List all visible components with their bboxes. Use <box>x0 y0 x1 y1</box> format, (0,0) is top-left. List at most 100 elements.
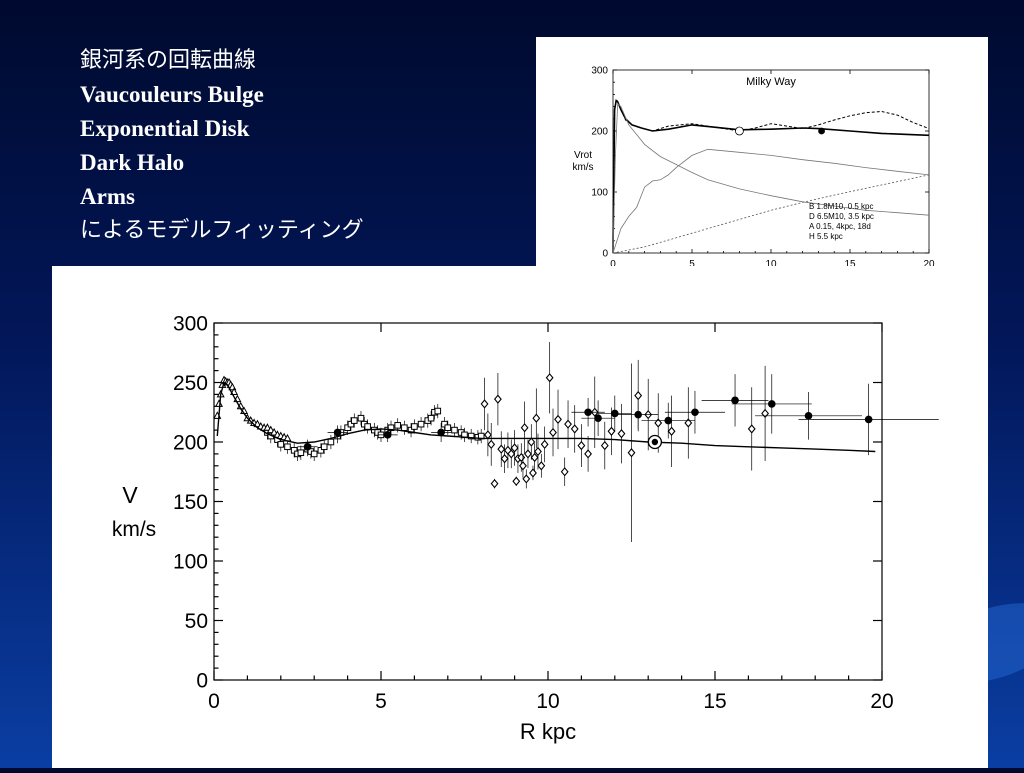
inset-series-line-3 <box>612 102 930 254</box>
main-y-tick-label: 0 <box>196 669 208 692</box>
title-line-halo: Dark Halo <box>80 150 185 175</box>
square-data-point <box>441 420 448 428</box>
square-data-point <box>277 441 285 448</box>
square-data-point <box>327 438 335 446</box>
diamond-data-point <box>493 394 502 404</box>
main-x-tick-label: 5 <box>375 690 387 713</box>
inset-y-tick-label: 300 <box>591 66 608 77</box>
square-data-point <box>394 422 401 429</box>
triangle-data-point <box>214 399 224 407</box>
diamond-data-point <box>527 437 536 447</box>
square-data-point <box>451 426 458 434</box>
square-data-point <box>317 447 325 454</box>
main-y-tick-label: 50 <box>185 610 208 633</box>
square-data-point <box>427 414 435 422</box>
square-data-point <box>297 449 305 457</box>
filled-circle-data-point <box>691 408 699 417</box>
square-data-point <box>401 424 408 432</box>
diamond-data-point <box>524 449 532 459</box>
diamond-data-point <box>747 424 756 434</box>
diamond-data-point <box>522 474 531 484</box>
diamond-data-point <box>607 426 616 436</box>
inset-legend-text: A 0.15, 4kpc, 18d <box>809 222 871 231</box>
diamond-data-point <box>529 468 537 478</box>
triangle-data-point <box>270 427 279 436</box>
triangle-data-point <box>263 423 272 431</box>
diamond-data-point <box>483 430 492 440</box>
main-y-tick-label: 300 <box>173 312 208 335</box>
diamond-data-point <box>684 418 693 428</box>
square-data-point <box>387 424 395 432</box>
diamond-data-point <box>577 440 586 451</box>
diamond-data-point <box>667 426 676 436</box>
inset-legend-text: H 5.5 kpc <box>809 232 843 241</box>
diamond-data-point <box>532 413 541 423</box>
diamond-data-point <box>654 418 663 428</box>
diamond-data-point <box>554 414 562 425</box>
diamond-data-point <box>564 419 572 429</box>
diamond-data-point <box>490 478 499 489</box>
inset-sun-marker <box>734 126 744 136</box>
triangle-data-point <box>253 419 262 428</box>
inset-series-line-4 <box>612 148 930 254</box>
square-data-point <box>290 447 298 454</box>
main-x-tick-label: 20 <box>870 690 893 713</box>
inset-series-line-1 <box>612 99 930 254</box>
square-data-point <box>350 417 358 424</box>
title-line-arms: Arms <box>80 184 135 209</box>
diamond-data-point <box>530 452 539 463</box>
filled-circle-data-point <box>594 414 602 422</box>
diamond-data-point <box>560 467 569 477</box>
main-y-tick-label: 150 <box>173 491 208 514</box>
square-data-point <box>411 423 418 430</box>
filled-circle-data-point <box>804 412 813 420</box>
filled-circle-data-point <box>383 431 392 439</box>
square-data-point <box>310 450 318 458</box>
square-data-point <box>444 424 452 432</box>
main-y-tick-label: 100 <box>173 550 208 573</box>
square-data-point <box>357 414 365 422</box>
inset-x-tick-label: 0 <box>610 259 616 270</box>
square-data-point <box>344 424 351 432</box>
diamond-data-point <box>520 423 529 433</box>
square-data-point <box>347 420 355 428</box>
main-x-tick-label: 0 <box>208 690 220 713</box>
diamond-data-point <box>634 390 643 401</box>
filled-circle-data-point <box>333 428 342 437</box>
inset-y-axis-label: Vrot <box>574 150 592 161</box>
diamond-data-point <box>480 399 489 409</box>
diamond-data-point <box>761 408 770 419</box>
diamond-data-point <box>545 373 554 383</box>
inset-series-line-5 <box>612 174 930 254</box>
sun-position-marker-core <box>651 438 659 446</box>
diamond-data-point <box>512 476 521 486</box>
square-data-point <box>417 420 425 428</box>
diamond-data-point <box>600 440 609 451</box>
diamond-data-point <box>570 424 579 434</box>
title-line-disk: Exponential Disk <box>80 116 250 141</box>
inset-y-tick-label: 200 <box>591 127 608 138</box>
main-x-tick-label: 10 <box>536 690 559 713</box>
diamond-data-point <box>487 439 496 450</box>
diamond-data-point <box>549 427 557 438</box>
main-y-axis-unit: km/s <box>112 518 156 541</box>
square-data-point <box>407 426 415 434</box>
inset-filled-marker <box>818 127 825 135</box>
square-data-point <box>364 423 371 430</box>
diamond-data-point <box>537 461 546 471</box>
slide-title: 銀河系の回転曲線 Vaucouleurs Bulge Exponential D… <box>80 44 364 248</box>
square-data-point <box>284 443 291 451</box>
model-rotation-curve <box>216 381 876 453</box>
diamond-data-point <box>627 448 636 458</box>
filled-circle-data-point <box>864 415 873 424</box>
inset-x-tick-label: 5 <box>689 259 695 270</box>
main-x-axis-label: R kpc <box>520 719 576 744</box>
filled-circle-data-point <box>303 442 312 451</box>
diamond-data-point <box>584 449 592 459</box>
inset-y-tick-label: 0 <box>602 249 608 260</box>
inset-y-tick-label: 100 <box>591 188 608 199</box>
inset-x-tick-label: 20 <box>923 259 935 270</box>
